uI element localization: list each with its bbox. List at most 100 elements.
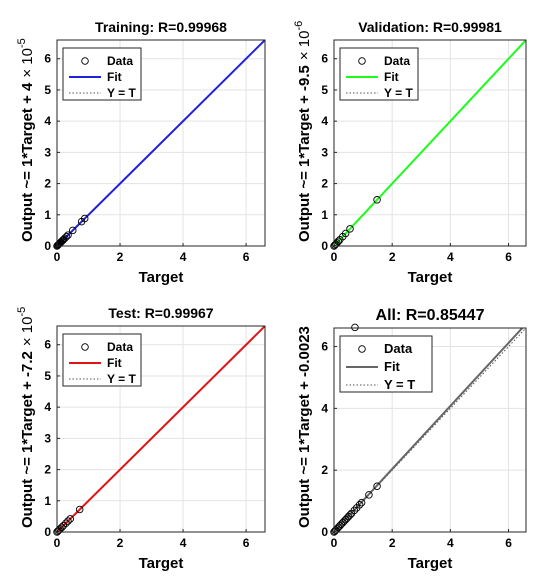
fit-line (334, 40, 526, 246)
x-tick-label: 2 (389, 536, 396, 550)
y-tick-label: 2 (44, 177, 51, 191)
y-tick-label: 0 (321, 525, 328, 539)
x-tick-label: 0 (331, 250, 338, 264)
legend-box (339, 335, 433, 393)
legend-data-label: Data (107, 340, 133, 354)
y-tick-label: 1 (44, 494, 51, 508)
legend-data-marker (358, 57, 366, 65)
data-point (62, 232, 71, 241)
legend: Data Fit Y = T (339, 47, 419, 101)
chart-title: Test: R=0.99967 (108, 305, 213, 321)
x-tick-label: 2 (117, 250, 124, 264)
y-tick-label: 1 (44, 208, 51, 222)
legend-identity-label: Y = T (107, 372, 136, 386)
chart-panel-3: 0 2 4 6 0 1 2 3 4 5 6 Test: R=0.99967 Target Output ~… (16, 305, 266, 572)
x-tick-label: 4 (180, 250, 187, 264)
data-point (80, 214, 89, 223)
data-layer (57, 326, 265, 532)
fit-line (334, 328, 524, 532)
y-tick-label: 4 (44, 114, 51, 128)
y-tick-label: 5 (44, 83, 51, 97)
data-layer (334, 328, 526, 532)
data-point (357, 498, 366, 507)
y-axis-label-main: Output ~= 1*Target + -7.2 (19, 351, 36, 528)
data-point (365, 491, 373, 499)
y-tick-label: 0 (44, 239, 51, 253)
y-axis-label-multiplier: × 10 (19, 317, 36, 347)
x-tick-label: 4 (180, 536, 187, 550)
data-point (373, 196, 381, 204)
fit-line (57, 326, 265, 532)
chart-panel-4: 0 2 4 6 0 2 4 6 All: R=0.85447 Target Output ~= 1*… (296, 307, 527, 572)
data-point (64, 517, 72, 525)
data-point (59, 522, 68, 530)
legend-data-label: Data (384, 341, 413, 356)
legend-box (339, 47, 419, 101)
y-axis-label: Output ~= 1*Target + -9.5 × 10-6 (293, 21, 313, 242)
data-point (355, 501, 364, 509)
y-tick-label: 5 (321, 83, 328, 97)
x-tick-label: 6 (243, 536, 250, 550)
chart-title: All: R=0.85447 (376, 307, 485, 324)
y-tick-label: 3 (44, 431, 51, 445)
legend-fit-label: Fit (107, 356, 122, 370)
chart-panel-2: 0 2 4 6 0 1 2 3 4 5 6 Validation: R=0.99981 Target Ou… (293, 19, 527, 286)
x-axis-label: Target (408, 269, 453, 286)
y-axis-label-main: Output ~= 1*Target + -0.0023 (296, 326, 313, 528)
data-point (64, 231, 72, 239)
legend-data-marker (81, 343, 89, 351)
data-point (75, 505, 84, 514)
y-tick-label: 4 (321, 401, 328, 415)
data-point (350, 506, 359, 515)
y-axis-label-exponent: -5 (16, 307, 28, 317)
y-tick-label: 2 (321, 177, 328, 191)
fit-line (57, 40, 265, 246)
y-tick-label: 0 (44, 525, 51, 539)
y-axis-label: Output ~= 1*Target + 4 × 10-5 (16, 38, 36, 242)
data-point (346, 511, 354, 519)
legend-data-marker (81, 57, 89, 65)
legend: Data Fit Y = T (62, 333, 142, 387)
y-tick-label: 4 (44, 400, 51, 414)
data-layer (57, 40, 265, 246)
y-tick-label: 6 (321, 52, 328, 66)
axes-frame (333, 39, 527, 247)
y-tick-label: 0 (321, 239, 328, 253)
x-tick-label: 0 (54, 536, 61, 550)
x-tick-label: 0 (54, 250, 61, 264)
data-point (58, 236, 67, 245)
y-tick-label: 5 (44, 369, 51, 383)
y-tick-label: 6 (44, 338, 51, 352)
chart-panel-1: 0 2 4 6 0 1 2 3 4 5 6 Training: R=0.99968 Target Outp… (16, 19, 266, 286)
data-point (334, 237, 343, 246)
legend-fit-label: Fit (384, 70, 399, 84)
legend-box (62, 333, 142, 387)
y-axis-label-main: Output ~= 1*Target + 4 (19, 82, 36, 242)
data-point (57, 523, 66, 532)
data-point (346, 225, 354, 233)
axes-frame (333, 327, 527, 533)
x-tick-label: 2 (389, 250, 396, 264)
axes-frame (56, 325, 266, 533)
legend-fit-label: Fit (107, 70, 122, 84)
legend-identity-label: Y = T (384, 377, 415, 392)
legend-fit-label: Fit (384, 359, 401, 374)
y-tick-label: 3 (44, 145, 51, 159)
legend-data-label: Data (107, 54, 133, 68)
y-axis-label-exponent: -6 (293, 21, 305, 31)
y-axis-label-multiplier: × 10 (19, 48, 36, 78)
y-tick-label: 6 (44, 52, 51, 66)
data-point (62, 519, 70, 528)
x-tick-label: 2 (117, 536, 124, 550)
data-point (341, 229, 350, 238)
x-tick-label: 4 (447, 536, 454, 550)
data-point (373, 482, 381, 491)
data-point (331, 526, 340, 534)
x-axis-label: Target (408, 555, 453, 572)
x-axis-label: Target (139, 269, 184, 286)
x-tick-label: 6 (243, 250, 250, 264)
y-tick-label: 1 (321, 208, 328, 222)
y-tick-label: 6 (321, 340, 328, 354)
y-tick-label: 2 (44, 463, 51, 477)
